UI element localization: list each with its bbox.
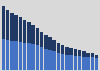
Bar	[19, 42, 22, 70]
Bar	[52, 40, 56, 51]
Bar	[10, 13, 14, 41]
Bar	[6, 40, 10, 70]
Bar	[95, 55, 98, 58]
Bar	[48, 50, 52, 70]
Bar	[2, 39, 5, 70]
Bar	[19, 17, 22, 42]
Bar	[78, 50, 81, 56]
Bar	[14, 15, 18, 41]
Bar	[14, 41, 18, 70]
Bar	[74, 49, 77, 56]
Bar	[65, 47, 69, 55]
Bar	[61, 45, 64, 54]
Bar	[57, 43, 60, 53]
Bar	[23, 20, 26, 43]
Bar	[44, 49, 48, 70]
Bar	[27, 22, 31, 43]
Bar	[78, 56, 81, 70]
Bar	[61, 54, 64, 70]
Bar	[36, 45, 39, 70]
Bar	[48, 37, 52, 50]
Bar	[82, 51, 86, 57]
Bar	[52, 51, 56, 70]
Bar	[6, 10, 10, 40]
Bar	[86, 57, 90, 70]
Bar	[74, 56, 77, 70]
Bar	[82, 57, 86, 70]
Bar	[31, 25, 35, 44]
Bar	[27, 43, 31, 70]
Bar	[23, 43, 26, 70]
Bar	[69, 55, 73, 70]
Bar	[40, 32, 43, 47]
Bar	[69, 48, 73, 55]
Bar	[57, 53, 60, 70]
Bar	[44, 35, 48, 49]
Bar	[65, 55, 69, 70]
Bar	[40, 47, 43, 70]
Bar	[31, 44, 35, 70]
Bar	[90, 57, 94, 70]
Bar	[90, 53, 94, 57]
Bar	[36, 28, 39, 45]
Bar	[10, 41, 14, 70]
Bar	[86, 53, 90, 57]
Bar	[95, 58, 98, 70]
Bar	[2, 6, 5, 39]
